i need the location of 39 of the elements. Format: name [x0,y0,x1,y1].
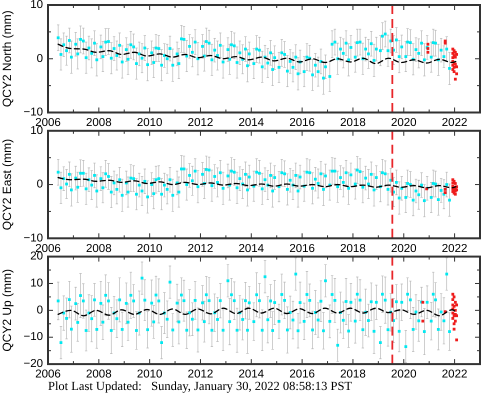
x-tick-label: 2022 [442,117,468,129]
x-tick-label: 2020 [390,242,417,255]
y-tick-label: 10 [30,124,43,137]
y-axis-title: QCY2 North (mm) [0,10,14,108]
x-tick-label: 2016 [289,242,315,255]
x-tick-label: 2018 [340,242,366,255]
x-tick-label: 2006 [35,368,61,381]
y-tick-label: 0 [36,52,43,65]
x-tick-label: 2022 [442,242,468,255]
x-tick-label: 2014 [238,242,265,255]
x-tick-label: 2012 [188,117,214,129]
x-tick-label: 2012 [188,368,214,381]
y-tick-label: −10 [23,331,43,344]
x-tick-label: 2010 [136,242,162,255]
y-tick-label: 0 [36,304,43,316]
x-tick-label: 2008 [86,117,112,129]
x-tick-label: 2020 [390,117,417,129]
y-tick-label: 0 [36,178,43,191]
y-tick-label: −10 [23,106,43,118]
y-tick-label: 10 [30,277,43,290]
x-tick-label: 2020 [390,368,417,381]
y-axis-title: QCY2 Up (mm) [0,269,14,352]
x-tick-label: 2018 [340,368,366,381]
x-tick-label: 2012 [188,242,214,255]
x-tick-label: 2016 [289,368,315,381]
x-tick-label: 2008 [86,242,112,255]
x-tick-label: 2022 [442,368,468,381]
x-tick-label: 2016 [289,117,315,129]
text: Plot Last Updated: Sunday, January 30, 2022 08:58:13 PST [48,379,352,394]
x-tick-label: 2010 [136,368,162,381]
x-tick-label: 2018 [340,117,366,129]
y-tick-label: −10 [23,232,43,244]
y-tick-label: 10 [30,0,43,11]
y-tick-label: −20 [23,358,43,370]
y-axis-title: QCY2 East (mm) [0,138,14,230]
x-tick-label: 2008 [86,368,112,381]
x-tick-label: 2014 [238,368,265,381]
x-tick-label: 2010 [136,117,162,129]
x-tick-label: 2014 [238,117,265,129]
